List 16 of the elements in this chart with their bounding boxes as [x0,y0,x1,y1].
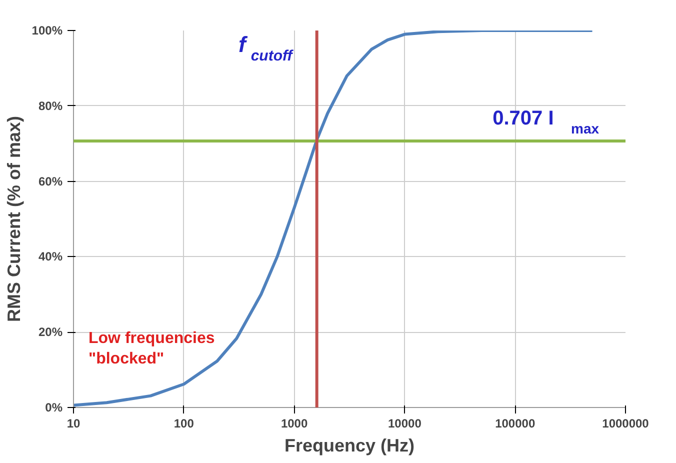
y-tick-label: 20% [38,325,63,340]
annotation: Low frequencies "blocked" [88,330,215,368]
y-axis-title: RMS Current (% of max) [4,116,24,322]
x-tick-label: 1000 [280,416,308,430]
ref-line-label: fcutoff [238,32,294,65]
x-tick-label: 100 [174,416,194,430]
y-tick-label: 100% [32,24,63,38]
y-tick-label: 0% [45,400,63,414]
y-tick-label: 80% [38,98,63,113]
x-tick-label: 10000 [388,416,422,430]
x-tick-label: 1000000 [602,416,650,430]
x-axis-title: Frequency (Hz) [284,436,415,456]
y-tick-label: 60% [38,174,63,188]
x-tick-label: 10 [66,416,80,430]
x-tick-label: 100000 [495,416,536,430]
y-tick-label: 40% [38,250,63,264]
